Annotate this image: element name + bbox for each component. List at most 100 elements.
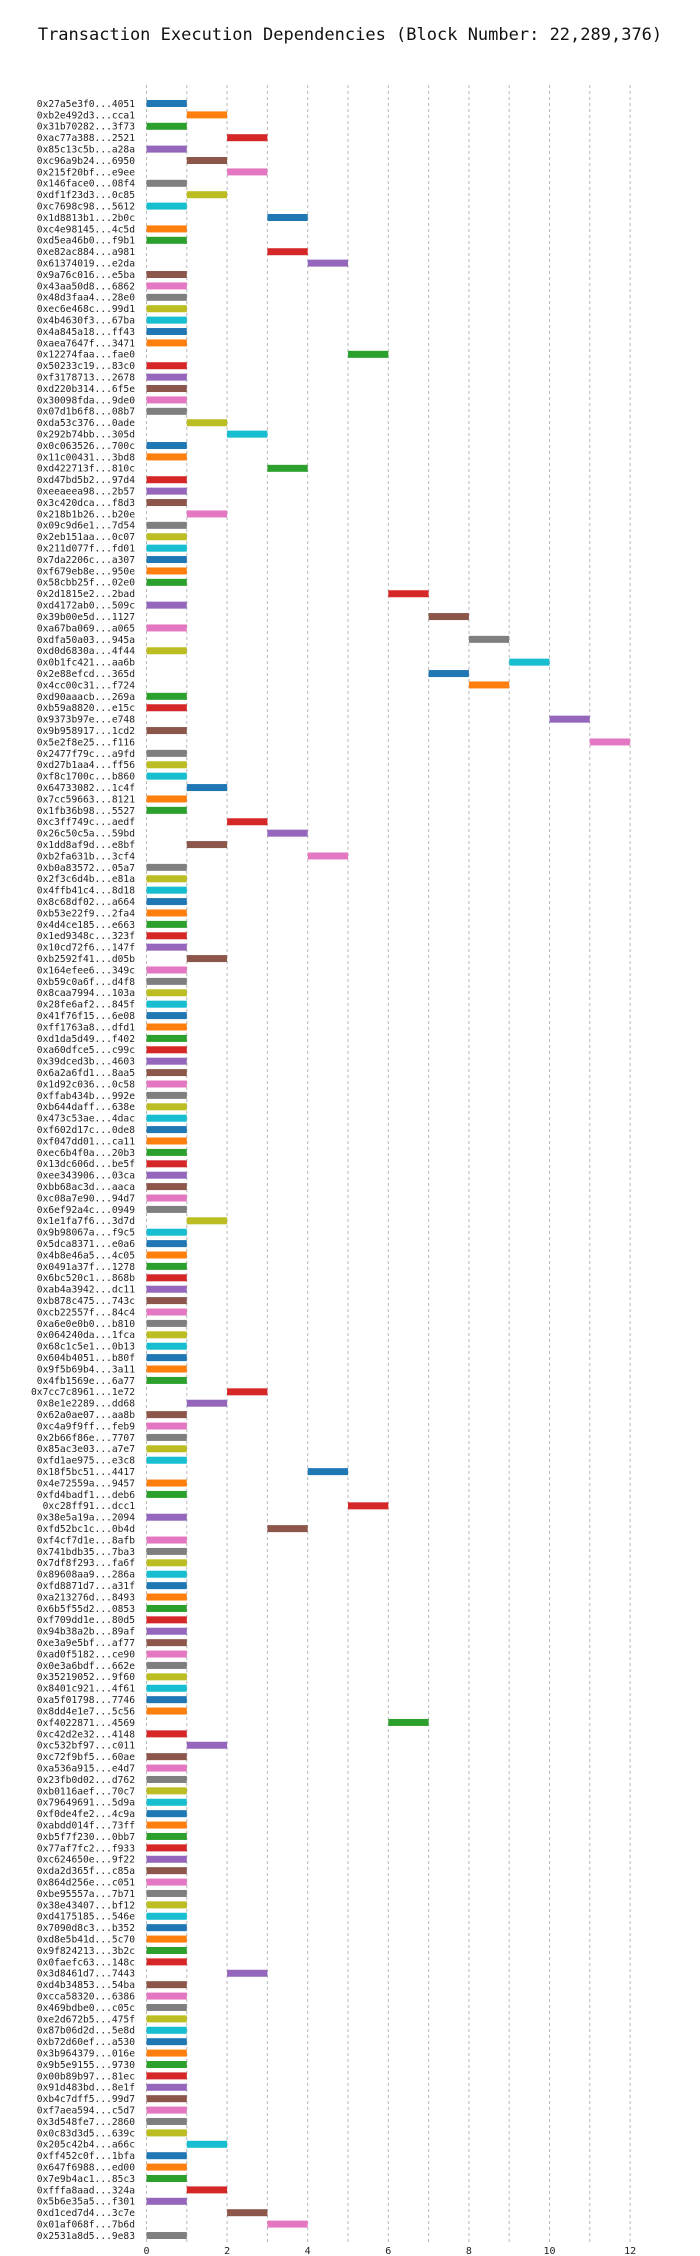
bar-72 xyxy=(146,920,187,928)
y-tick-label-128: 0x7df8f293...fa6f xyxy=(37,1558,135,1569)
y-tick-label-161: 0xd8e5b41d...5c70 xyxy=(37,1934,135,1945)
y-tick-label-169: 0x87b06d2d...5e8d xyxy=(37,2026,135,2037)
bar-108 xyxy=(146,1331,187,1339)
bar-117 xyxy=(146,1433,187,1441)
bar-60 xyxy=(186,784,228,792)
y-tick-label-173: 0x00b89b97...81ec xyxy=(37,2071,135,2082)
bar-84 xyxy=(146,1057,187,1065)
bar-50 xyxy=(428,670,469,678)
bar-73 xyxy=(146,932,187,940)
y-tick-label-52: 0xd90aaacb...269a xyxy=(37,692,135,703)
y-tick-label-98: 0x1e1fa7f6...3d7d xyxy=(37,1216,135,1227)
bars xyxy=(146,100,631,2239)
y-tick-label-170: 0xb72d60ef...a530 xyxy=(37,2037,135,2048)
y-tick-label-42: 0x58cbb25f...02e0 xyxy=(37,578,135,589)
bar-2 xyxy=(146,122,187,130)
y-tick-label-87: 0xffab434b...992e xyxy=(37,1091,135,1102)
y-tick-label-34: 0xeeaeea98...2b57 xyxy=(37,487,135,498)
y-tick-label-148: 0xb0116aef...70c7 xyxy=(37,1786,135,1797)
bar-54 xyxy=(549,715,590,723)
bar-12 xyxy=(146,236,187,244)
bar-107 xyxy=(146,1319,187,1327)
y-tick-label-84: 0x39dced3b...4603 xyxy=(37,1057,135,1068)
y-tick-label-83: 0xa60dfce5...c99c xyxy=(37,1045,135,1056)
y-tick-label-117: 0x2b66f86e...7707 xyxy=(37,1433,135,1444)
bar-32 xyxy=(267,464,308,472)
bar-28 xyxy=(186,419,228,427)
y-tick-label-73: 0x1ed9348c...323f xyxy=(37,931,135,942)
bar-180 xyxy=(146,2152,187,2160)
y-tick-label-64: 0x26c50c5a...59bd xyxy=(37,829,135,840)
y-tick-label-10: 0x1d8813b1...2b0c xyxy=(37,213,135,224)
y-tick-label-49: 0x0b1fc421...aa6b xyxy=(37,658,135,669)
bar-30 xyxy=(146,442,187,450)
y-tick-label-21: 0xaea7647f...3471 xyxy=(37,338,135,349)
bar-88 xyxy=(146,1103,187,1111)
y-tick-label-29: 0x292b74bb...305d xyxy=(37,430,135,441)
y-tick-label-155: 0xda2d365f...c85a xyxy=(37,1866,135,1877)
y-tick-label-55: 0x9b958917...1cd2 xyxy=(37,726,135,737)
bar-31 xyxy=(146,453,187,461)
y-tick-label-178: 0x0c83d3d5...639c xyxy=(37,2128,135,2139)
y-tick-label-17: 0x48d3faa4...28e0 xyxy=(37,293,135,304)
bar-169 xyxy=(146,2026,187,2034)
bar-168 xyxy=(146,2015,187,2023)
bar-122 xyxy=(146,1490,187,1498)
bar-71 xyxy=(146,909,187,917)
y-tick-label-14: 0x61374019...e2da xyxy=(37,259,135,270)
bar-178 xyxy=(146,2129,187,2137)
bar-182 xyxy=(146,2174,187,2182)
y-tick-label-93: 0x13dc606d...be5f xyxy=(37,1159,135,1170)
y-tick-label-5: 0xc96a9b24...6950 xyxy=(37,156,135,167)
y-tick-label-110: 0x604b4051...b80f xyxy=(37,1353,135,1364)
bar-128 xyxy=(146,1559,187,1567)
bar-77 xyxy=(146,977,187,985)
bar-24 xyxy=(146,373,187,381)
bar-152 xyxy=(146,1832,187,1840)
bar-95 xyxy=(146,1183,187,1191)
y-tick-label-104: 0xab4a3942...dc11 xyxy=(37,1285,135,1296)
y-tick-label-57: 0x2477f79c...a9fd xyxy=(37,749,135,760)
bar-75 xyxy=(186,955,228,963)
bar-155 xyxy=(146,1867,187,1875)
y-tick-label-186: 0x01af068f...7b6d xyxy=(37,2219,135,2230)
y-tick-label-96: 0xc08a7e90...94d7 xyxy=(37,1193,135,1204)
y-tick-label-76: 0x164efee6...349c xyxy=(37,965,135,976)
bar-5 xyxy=(186,157,228,165)
bar-179 xyxy=(186,2140,228,2148)
bar-92 xyxy=(146,1148,187,1156)
bar-6 xyxy=(227,168,268,176)
y-tick-label-116: 0xc4a9f9ff...feb9 xyxy=(37,1421,135,1432)
bar-19 xyxy=(146,316,187,324)
bar-185 xyxy=(227,2209,268,2217)
y-tick-label-167: 0x469bdbe0...c05c xyxy=(37,2003,135,2014)
y-tick-label-36: 0x218b1b26...b20e xyxy=(37,509,135,520)
y-tick-label-132: 0x6b5f55d2...0853 xyxy=(37,1604,135,1615)
bar-33 xyxy=(146,476,187,484)
y-tick-label-94: 0xee343906...03ca xyxy=(37,1171,135,1182)
y-tick-label-159: 0xd4175185...546e xyxy=(37,1912,135,1923)
bar-3 xyxy=(227,134,268,142)
bar-63 xyxy=(227,818,268,826)
y-tick-label-126: 0xf4cf7d1e...8afb xyxy=(37,1535,135,1546)
y-tick-label-144: 0xc532bf97...c011 xyxy=(37,1741,135,1752)
bar-41 xyxy=(146,567,187,575)
y-tick-label-157: 0xbe95557a...7b71 xyxy=(37,1889,135,1900)
y-tick-label-51: 0x4cc00c31...f724 xyxy=(37,680,135,691)
y-tick-label-119: 0xfd1ae975...e3c8 xyxy=(37,1456,135,1467)
bar-141 xyxy=(146,1707,187,1715)
bar-76 xyxy=(146,966,187,974)
bar-139 xyxy=(146,1684,187,1692)
y-tick-label-15: 0x9a76c016...e5ba xyxy=(37,270,135,281)
y-tick-label-63: 0xc3ff749c...aedf xyxy=(37,817,135,828)
y-tick-label-120: 0x18f5bc51...4417 xyxy=(37,1467,135,1478)
y-tick-label-103: 0x6bc520c1...868b xyxy=(37,1273,135,1284)
y-tick-label-114: 0x8e1e2289...dd68 xyxy=(37,1399,135,1410)
bar-55 xyxy=(146,727,187,735)
y-tick-label-111: 0x9f5b69b4...3a11 xyxy=(37,1364,135,1375)
bar-149 xyxy=(146,1798,187,1806)
y-tick-label-0: 0x27a5e3f0...4051 xyxy=(37,99,135,110)
y-tick-label-129: 0x89608aa9...286a xyxy=(37,1570,135,1581)
y-tick-label-149: 0x79649691...5d9a xyxy=(37,1798,135,1809)
